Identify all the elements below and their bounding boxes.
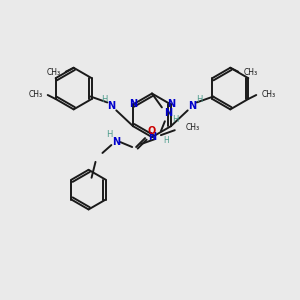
Text: N: N	[148, 132, 156, 142]
Text: H: H	[101, 95, 108, 104]
Text: CH₃: CH₃	[186, 123, 200, 132]
Text: H: H	[106, 130, 112, 139]
Text: CH₃: CH₃	[28, 89, 43, 98]
Text: N: N	[107, 101, 116, 111]
Text: CH₃: CH₃	[261, 89, 275, 98]
Text: H: H	[196, 95, 203, 104]
Text: N: N	[112, 137, 120, 147]
Text: O: O	[148, 126, 156, 136]
Text: H: H	[163, 136, 169, 145]
Text: CH₃: CH₃	[47, 68, 61, 77]
Text: N: N	[167, 99, 175, 110]
Text: N: N	[164, 108, 172, 118]
Text: N: N	[189, 101, 197, 111]
Text: H: H	[172, 115, 179, 124]
Text: CH₃: CH₃	[243, 68, 257, 77]
Text: N: N	[129, 99, 137, 110]
